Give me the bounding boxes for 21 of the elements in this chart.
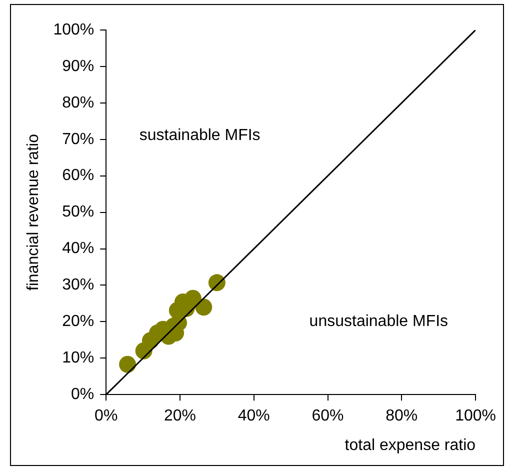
x-tick-label: 40%	[238, 408, 270, 425]
x-tick-label: 60%	[312, 408, 344, 425]
x-tick-label: 20%	[164, 408, 196, 425]
y-tick-label: 20%	[62, 313, 94, 330]
y-tick-label: 30%	[62, 276, 94, 294]
y-axis-title: financial revenue ratio	[25, 134, 42, 291]
y-tick-label: 70%	[62, 130, 94, 148]
y-tick-label: 10%	[62, 350, 94, 367]
y-tick-label: 90%	[62, 58, 94, 75]
x-tick-label: 0%	[94, 408, 118, 425]
y-tick-label: 60%	[62, 167, 94, 184]
y-tick-label: 80%	[62, 94, 94, 112]
x-tick-label: 80%	[386, 408, 418, 425]
y-tick-label: 100%	[53, 21, 94, 38]
annotation: sustainable MFIs	[139, 127, 260, 144]
x-axis-title: total expense ratio	[344, 436, 476, 454]
y-tick-label: 40%	[62, 240, 94, 258]
y-tick-label: 50%	[62, 204, 94, 221]
y-tick-label: 0%	[70, 386, 94, 404]
annotation: unsustainable MFIs	[309, 313, 448, 330]
x-tick-label: 100%	[455, 408, 496, 425]
